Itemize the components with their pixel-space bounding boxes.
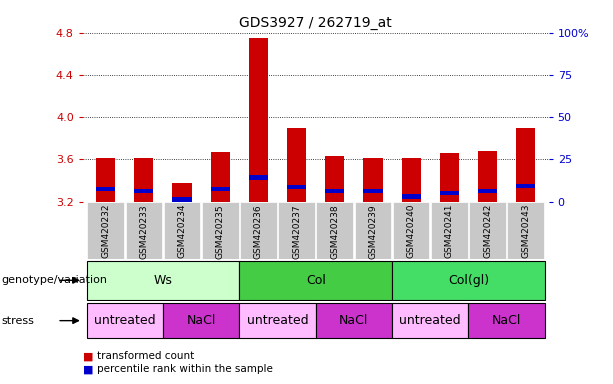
FancyBboxPatch shape — [316, 202, 353, 259]
FancyBboxPatch shape — [392, 261, 545, 300]
Text: GSM420239: GSM420239 — [368, 204, 378, 258]
Bar — [402, 158, 421, 202]
Text: Col: Col — [306, 274, 326, 287]
Bar — [96, 187, 115, 191]
Bar — [287, 185, 306, 189]
FancyBboxPatch shape — [316, 303, 392, 338]
Bar — [326, 189, 345, 193]
FancyBboxPatch shape — [126, 202, 162, 259]
FancyBboxPatch shape — [239, 303, 316, 338]
FancyBboxPatch shape — [240, 202, 276, 259]
Bar — [478, 189, 497, 193]
Text: transformed count: transformed count — [97, 351, 194, 361]
Text: GSM420243: GSM420243 — [521, 204, 530, 258]
Bar — [249, 175, 268, 180]
FancyBboxPatch shape — [278, 202, 315, 259]
Text: NaCl: NaCl — [186, 314, 216, 327]
Bar — [287, 127, 306, 202]
FancyBboxPatch shape — [468, 303, 545, 338]
Text: ■: ■ — [83, 364, 93, 374]
Bar — [478, 151, 497, 202]
Bar — [172, 183, 192, 202]
Text: GSM420240: GSM420240 — [406, 204, 416, 258]
Bar — [440, 153, 459, 202]
FancyBboxPatch shape — [87, 202, 124, 259]
Bar — [364, 158, 383, 202]
Text: stress: stress — [1, 316, 34, 326]
Text: GSM420236: GSM420236 — [254, 204, 263, 258]
FancyBboxPatch shape — [431, 202, 468, 259]
FancyBboxPatch shape — [469, 202, 506, 259]
Text: ■: ■ — [83, 351, 93, 361]
FancyBboxPatch shape — [393, 202, 430, 259]
FancyBboxPatch shape — [355, 202, 391, 259]
FancyBboxPatch shape — [508, 202, 544, 259]
FancyBboxPatch shape — [86, 261, 239, 300]
Bar — [364, 189, 383, 193]
Text: untreated: untreated — [246, 314, 308, 327]
FancyBboxPatch shape — [86, 303, 163, 338]
Text: Col(gl): Col(gl) — [448, 274, 489, 287]
Bar — [326, 156, 345, 202]
Bar — [172, 197, 192, 202]
Text: GSM420233: GSM420233 — [139, 204, 148, 258]
Bar — [249, 38, 268, 202]
Text: Ws: Ws — [153, 274, 172, 287]
Bar — [402, 194, 421, 199]
Text: NaCl: NaCl — [492, 314, 521, 327]
FancyBboxPatch shape — [163, 303, 239, 338]
Bar — [134, 158, 153, 202]
Text: GSM420237: GSM420237 — [292, 204, 301, 258]
Bar — [211, 187, 230, 191]
FancyBboxPatch shape — [164, 202, 200, 259]
Text: GSM420235: GSM420235 — [216, 204, 225, 258]
FancyBboxPatch shape — [392, 303, 468, 338]
FancyBboxPatch shape — [239, 261, 392, 300]
Bar — [134, 189, 153, 193]
Text: untreated: untreated — [400, 314, 461, 327]
Text: untreated: untreated — [94, 314, 156, 327]
Text: GSM420232: GSM420232 — [101, 204, 110, 258]
Bar — [440, 191, 459, 195]
Text: NaCl: NaCl — [339, 314, 368, 327]
Bar — [516, 184, 535, 188]
Text: genotype/variation: genotype/variation — [1, 275, 107, 285]
Text: GSM420241: GSM420241 — [445, 204, 454, 258]
Bar — [516, 127, 535, 202]
Text: GSM420234: GSM420234 — [178, 204, 186, 258]
Text: GSM420242: GSM420242 — [483, 204, 492, 258]
Bar — [211, 152, 230, 202]
FancyBboxPatch shape — [202, 202, 238, 259]
Title: GDS3927 / 262719_at: GDS3927 / 262719_at — [239, 16, 392, 30]
Text: GSM420238: GSM420238 — [330, 204, 339, 258]
Text: percentile rank within the sample: percentile rank within the sample — [97, 364, 273, 374]
Bar — [96, 158, 115, 202]
